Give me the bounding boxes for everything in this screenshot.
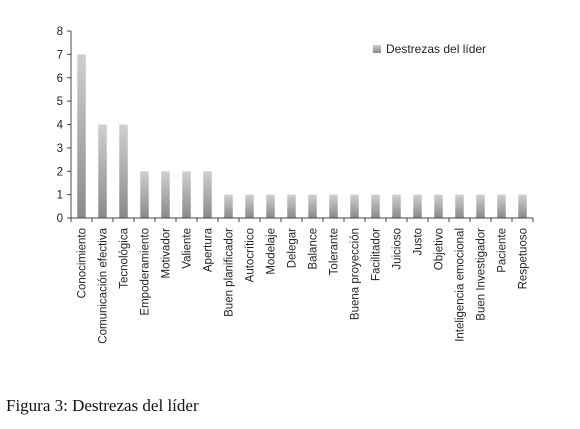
bar	[497, 194, 506, 218]
bar	[119, 124, 128, 218]
x-tick-label: Buen Investigador	[476, 228, 488, 321]
bar	[203, 171, 212, 218]
x-tick-label: Conocimiento	[77, 228, 89, 298]
bar	[161, 171, 170, 218]
x-tick-label: Delegar	[287, 228, 299, 268]
figure-caption: Figura 3: Destrezas del líder	[6, 396, 199, 416]
x-tick-label: Autocrítico	[245, 228, 257, 282]
y-tick-label: 8	[57, 26, 63, 38]
y-tick-label: 4	[57, 120, 64, 132]
bar	[266, 194, 275, 218]
legend: Destrezas del líder	[373, 42, 486, 56]
y-tick-label: 5	[57, 96, 63, 108]
bar	[476, 194, 485, 218]
bar	[182, 171, 191, 218]
x-tick-label: Inteligencia emocional	[455, 228, 467, 342]
x-tick-label: Justo	[413, 228, 425, 256]
x-tick-label: Buen planificador	[224, 228, 236, 317]
x-tick-label: Juicioso	[392, 228, 404, 270]
x-tick-label: Motivador	[161, 228, 173, 279]
x-tick-label: Balance	[308, 228, 320, 270]
x-tick-label: Tecnológica	[119, 227, 131, 288]
y-axis: 0 1 2 3 4 5 6 7 8	[57, 26, 72, 225]
bar	[455, 194, 464, 218]
x-tick-label: Tolerante	[329, 228, 341, 275]
caption-label: Figura 3:	[6, 396, 68, 415]
legend-swatch	[373, 45, 381, 53]
bar	[245, 194, 254, 218]
bar	[140, 171, 149, 218]
bar	[413, 194, 422, 218]
x-tick-label: Comunicación efectiva	[98, 227, 110, 343]
bar-chart: 0 1 2 3 4 5 6 7 8 Conocimiento Comunicación efect…	[57, 26, 534, 344]
bar	[350, 194, 359, 218]
y-tick-label: 3	[57, 143, 63, 155]
x-axis: Conocimiento Comunicación efectiva Tecnoló…	[70, 217, 534, 344]
y-tick-label: 2	[57, 166, 63, 178]
y-tick-label: 7	[57, 49, 63, 61]
x-tick-label: Paciente	[497, 228, 509, 273]
x-tick-label: Apertura	[203, 227, 215, 272]
bar	[392, 194, 401, 218]
bar	[77, 54, 86, 218]
x-tick-label: Modelaje	[266, 228, 278, 275]
x-tick-label: Valiente	[182, 228, 194, 269]
bar	[224, 194, 233, 218]
bar	[287, 194, 296, 218]
bars	[77, 54, 527, 218]
bar	[329, 194, 338, 218]
bar	[518, 194, 527, 218]
y-tick-label: 6	[57, 73, 63, 85]
x-tick-label: Facilitador	[371, 228, 383, 281]
bar	[98, 124, 107, 218]
x-tick-label: Buena proyección	[350, 228, 362, 320]
bar	[434, 194, 443, 218]
y-tick-label: 1	[57, 190, 63, 202]
x-tick-label: Respetuoso	[518, 228, 530, 289]
x-tick-label: Empoderamiento	[140, 228, 152, 316]
bar	[371, 194, 380, 218]
bar	[308, 194, 317, 218]
x-tick-label: Objetivo	[434, 228, 446, 270]
legend-label: Destrezas del líder	[386, 42, 486, 56]
caption-text: Destrezas del líder	[72, 396, 199, 415]
y-tick-label: 0	[57, 213, 63, 225]
